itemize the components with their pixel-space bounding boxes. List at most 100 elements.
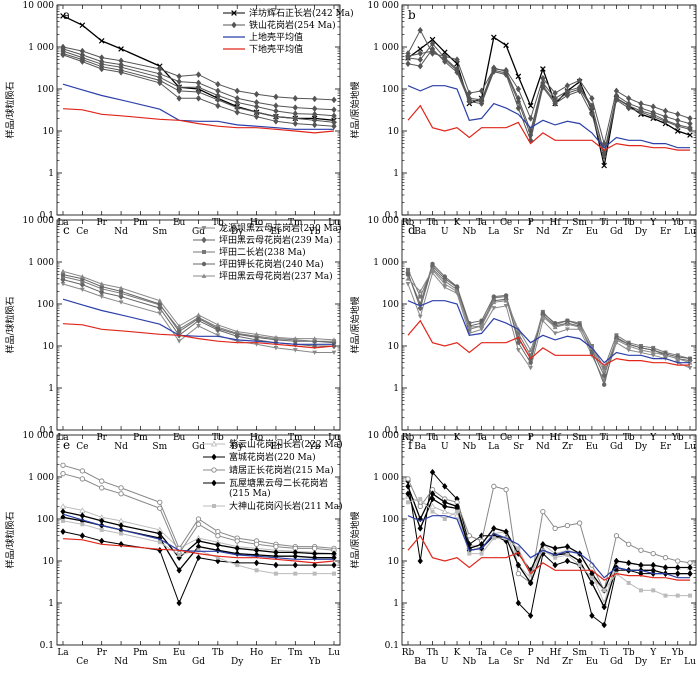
data-point	[176, 78, 182, 86]
data-point	[417, 26, 423, 34]
x-category-label: Nd	[114, 442, 128, 452]
data-point	[650, 110, 656, 118]
data-point	[675, 593, 680, 598]
data-point	[503, 298, 509, 303]
data-point	[254, 568, 259, 573]
data-point	[687, 356, 693, 361]
data-point	[60, 462, 66, 468]
x-category-label: Dy	[231, 657, 244, 667]
data-point	[176, 329, 182, 334]
x-category-label: Th	[427, 648, 439, 658]
series-line	[62, 298, 334, 345]
data-point	[292, 120, 299, 128]
plot-frame	[401, 434, 697, 646]
data-point	[273, 571, 278, 576]
x-category-label: Nd	[536, 657, 550, 667]
series-group	[405, 261, 693, 387]
data-point	[479, 327, 484, 332]
series-line	[407, 495, 690, 605]
data-point	[405, 272, 411, 277]
y-axis-label: 样品/球粒陨石	[4, 296, 16, 353]
data-point	[60, 471, 66, 477]
data-point	[589, 104, 595, 112]
data-point	[215, 333, 221, 338]
data-point	[601, 368, 607, 374]
data-point	[195, 521, 202, 527]
y-axis-label: 样品/原始地幔	[349, 511, 361, 568]
data-point	[503, 486, 509, 493]
series-line	[62, 283, 334, 353]
data-point	[516, 546, 521, 551]
data-point	[406, 267, 410, 272]
x-category-label: Ta	[476, 648, 487, 658]
data-point	[157, 298, 163, 303]
panel-letter: d	[408, 223, 416, 237]
data-point	[663, 593, 668, 598]
x-category-label: Yb	[308, 227, 321, 237]
x-category-label: Yb	[671, 648, 684, 658]
data-point	[638, 588, 643, 593]
data-point	[331, 112, 337, 120]
data-point	[61, 518, 65, 523]
data-point	[663, 352, 668, 358]
data-point	[577, 563, 582, 568]
legend-label: 坪田黑云母花岗岩(237 Ma)	[219, 270, 333, 282]
series-group	[405, 26, 693, 169]
data-point	[454, 288, 460, 294]
series-line	[407, 300, 690, 364]
legend-marker	[201, 273, 207, 278]
data-point	[331, 350, 337, 355]
y-axis-label: 样品/原始地幔	[349, 81, 361, 138]
data-point	[254, 335, 259, 340]
data-point	[564, 522, 571, 529]
x-category-label: Eu	[586, 657, 599, 667]
panel-letter: f	[408, 438, 414, 452]
data-point	[467, 327, 472, 332]
data-point	[405, 490, 411, 498]
x-category-label: Gd	[192, 657, 205, 667]
data-point	[60, 282, 66, 287]
y-tick-label: 10 000	[368, 431, 400, 441]
x-category-label: Er	[270, 227, 282, 237]
legend-marker	[231, 10, 237, 16]
legend-marker	[211, 479, 217, 487]
x-category-label: Gd	[610, 442, 623, 452]
data-point	[503, 304, 509, 309]
data-point	[527, 131, 534, 139]
data-point	[195, 71, 202, 79]
data-point	[662, 116, 669, 124]
data-point	[417, 62, 423, 70]
data-point	[417, 524, 423, 532]
x-category-label: Tm	[288, 648, 303, 658]
y-tick-label: 10 000	[23, 431, 55, 441]
x-category-label: Ce	[76, 227, 88, 237]
data-point	[405, 276, 411, 281]
y-tick-label: 1	[48, 169, 54, 179]
data-point	[442, 502, 448, 510]
data-point	[577, 520, 583, 526]
data-point	[157, 311, 163, 316]
legend-label: 大神山花岗闪长岩(211 Ma)	[229, 500, 343, 512]
series-group	[59, 462, 338, 607]
data-point	[405, 282, 411, 287]
data-point	[589, 94, 595, 102]
data-point	[417, 503, 423, 510]
data-point	[515, 570, 521, 577]
data-point	[405, 52, 411, 60]
data-point	[418, 496, 423, 501]
data-point	[626, 541, 632, 547]
data-point	[234, 329, 240, 334]
y-tick-label: 10 000	[368, 216, 400, 226]
x-category-label: Nd	[114, 657, 128, 667]
data-point	[479, 551, 484, 556]
data-point	[442, 281, 448, 286]
data-point	[99, 527, 104, 532]
legend-label: 紫云山花岗闪长岩(222 Ma)	[229, 438, 343, 450]
y-tick-label: 1 000	[373, 258, 399, 268]
data-point	[176, 599, 182, 607]
data-point	[79, 58, 86, 65]
x-category-label: Sm	[152, 657, 167, 667]
data-point	[292, 104, 299, 112]
series-line	[62, 274, 335, 344]
